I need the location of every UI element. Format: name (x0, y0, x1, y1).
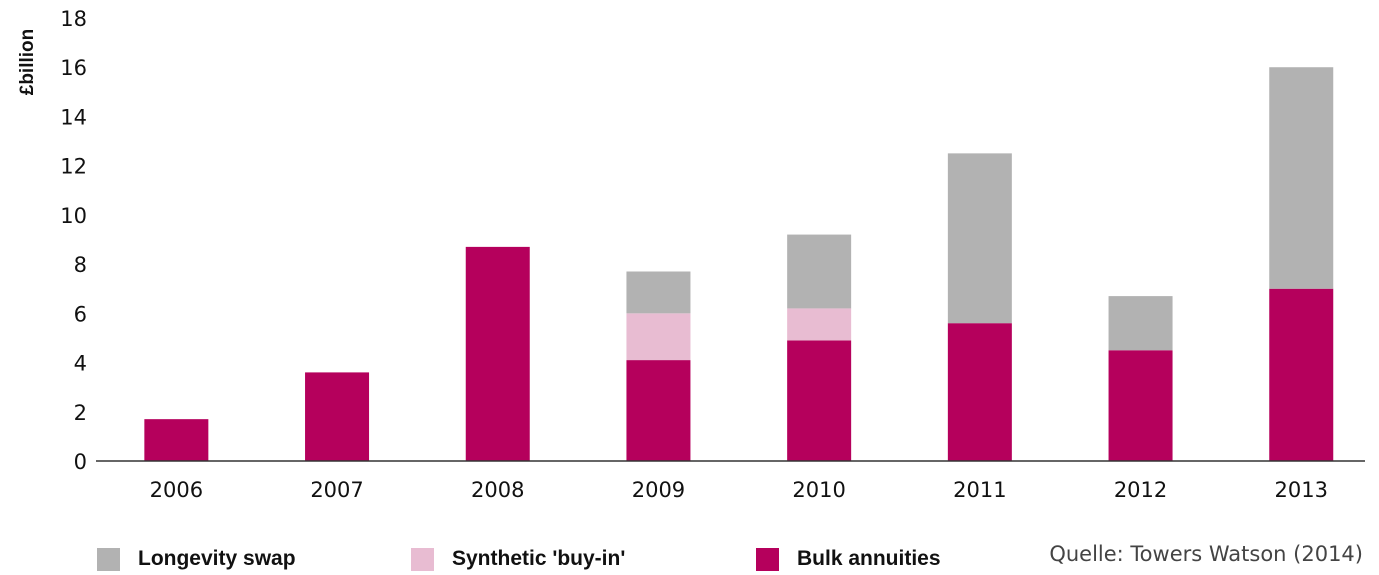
y-axis-ticks: 0 2 4 6 8 10 12 14 16 18 (60, 7, 87, 474)
legend-label-synthetic-buy-in: Synthetic 'buy-in' (452, 547, 626, 570)
bar-2007-bulk-annuities (305, 372, 370, 461)
y-tick-label: 4 (74, 352, 87, 376)
bar-2010-synthetic-buy-in (787, 308, 852, 341)
y-tick-label: 2 (74, 401, 87, 425)
legend-item-longevity-swap: Longevity swap (97, 546, 296, 572)
x-tick-label: 2007 (310, 478, 363, 502)
y-tick-label: 0 (74, 450, 87, 474)
y-tick-label: 16 (60, 56, 87, 80)
bar-2006-bulk-annuities (144, 419, 209, 461)
y-tick-label: 6 (74, 302, 87, 326)
bar-2009-synthetic-buy-in (626, 313, 691, 361)
legend-item-bulk-annuities: Bulk annuities (756, 546, 941, 572)
bar-2009-longevity-swap (626, 271, 691, 314)
legend-label-bulk-annuities: Bulk annuities (797, 547, 941, 570)
bar-2012-longevity-swap (1108, 296, 1173, 351)
legend-item-synthetic-buy-in: Synthetic 'buy-in' (411, 546, 625, 572)
bar-2010-bulk-annuities (787, 340, 852, 461)
legend-swatch-bulk-annuities (756, 547, 779, 571)
y-tick-label: 14 (60, 105, 87, 129)
y-tick-label: 18 (60, 7, 87, 31)
source-note: Quelle: Towers Watson (2014) (1049, 542, 1363, 566)
bars (144, 67, 1334, 461)
bar-2009-bulk-annuities (626, 360, 691, 461)
bar-2013-bulk-annuities (1269, 288, 1334, 461)
y-tick-label: 10 (60, 204, 87, 228)
x-tick-label: 2006 (150, 478, 203, 502)
y-tick-label: 8 (74, 253, 87, 277)
x-tick-label: 2011 (953, 478, 1006, 502)
legend-swatch-synthetic-buy-in (411, 547, 434, 571)
x-tick-label: 2008 (471, 478, 524, 502)
bar-2008-bulk-annuities (465, 246, 530, 461)
x-axis-ticks: 2006 2007 2008 2009 2010 2011 2012 2013 (150, 478, 1328, 502)
bar-2011-bulk-annuities (947, 323, 1012, 461)
y-tick-label: 12 (60, 155, 87, 179)
x-tick-label: 2009 (632, 478, 685, 502)
x-tick-label: 2012 (1114, 478, 1167, 502)
bar-2011-longevity-swap (947, 153, 1012, 324)
bar-2010-longevity-swap (787, 234, 852, 309)
y-axis-label: £billion (17, 29, 38, 96)
legend-swatch-longevity-swap (97, 547, 120, 571)
legend-label-longevity-swap: Longevity swap (138, 547, 296, 570)
bar-2013-longevity-swap (1269, 67, 1334, 289)
x-tick-label: 2010 (792, 478, 845, 502)
bar-2012-bulk-annuities (1108, 350, 1173, 461)
x-tick-label: 2013 (1275, 478, 1328, 502)
